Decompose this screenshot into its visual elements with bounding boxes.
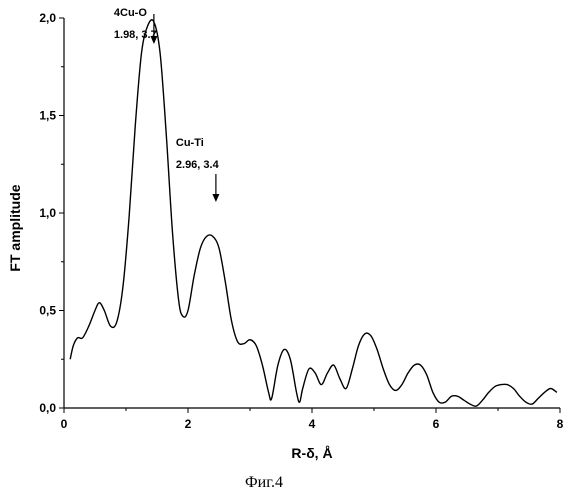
ticks: 0 2 4 6 8 0,0 0,5 1,0 1,5 2,0 [39,11,563,431]
annotation-label: Cu-Ti [176,137,204,149]
x-tick-label: 4 [309,417,316,431]
annotations: 4Cu-O 1.98, 3.7 Cu-Ti 2.96, 3.4 [114,7,220,202]
y-tick-label: 2,0 [39,11,56,25]
series [70,20,557,406]
figure-caption: Фиг.4 [245,474,283,491]
y-tick-label: 0,0 [39,401,56,415]
annotation-value: 1.98, 3.7 [114,29,157,41]
y-tick-label: 1,5 [39,109,56,123]
y-tick-label: 1,0 [39,206,56,220]
axes [64,18,560,408]
x-tick-label: 0 [61,417,68,431]
annotation-label: 4Cu-O [114,7,147,19]
x-axis-title: R-δ, Å [291,445,332,461]
y-axis-title: FT amplitude [7,184,23,271]
y-tick-label: 0,5 [39,304,56,318]
x-tick-label: 2 [185,417,192,431]
x-tick-label: 8 [557,417,564,431]
annotation-value: 2.96, 3.4 [176,159,220,171]
series-line [70,20,557,406]
x-tick-label: 6 [433,417,440,431]
annotation-arrow-head [212,194,219,202]
